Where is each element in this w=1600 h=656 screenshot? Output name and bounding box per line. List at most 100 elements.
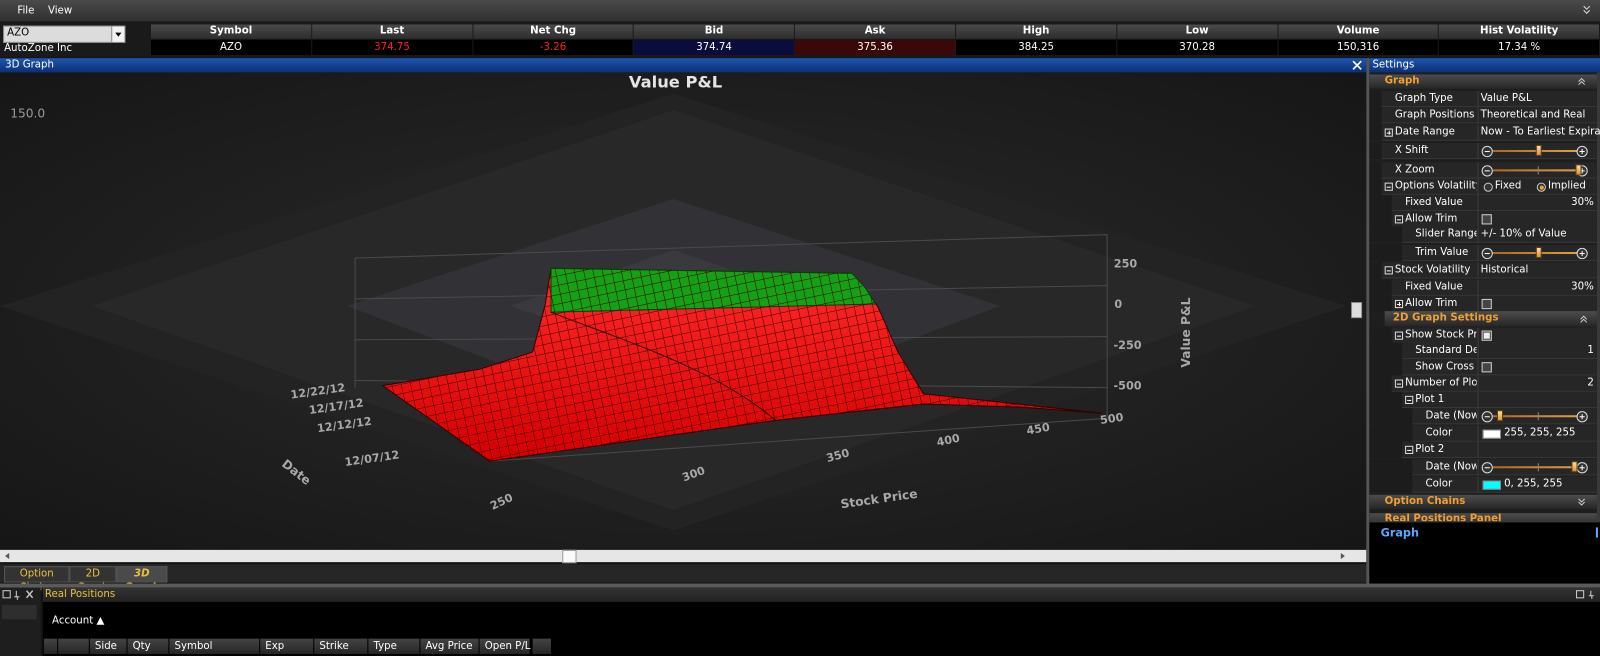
menu-view[interactable]: View	[47, 5, 73, 17]
settings-header: Settings	[1369, 58, 1600, 73]
dock-icons[interactable]	[0, 588, 41, 604]
column-header[interactable]	[58, 638, 89, 654]
symbol-input[interactable]: AZO	[3, 25, 126, 43]
dock-tab[interactable]	[2, 604, 37, 620]
section-2d[interactable]: 2D Graph Settings	[1384, 311, 1597, 327]
radio[interactable]	[1483, 182, 1493, 192]
slider-track[interactable]	[1492, 466, 1583, 469]
slider-track[interactable]	[1492, 169, 1583, 172]
color-swatch[interactable]	[1482, 429, 1502, 439]
expander[interactable]	[1394, 215, 1404, 224]
expander[interactable]	[1394, 299, 1404, 309]
column-header[interactable]	[314, 638, 368, 654]
slider-thumb[interactable]	[1571, 461, 1578, 473]
checkbox[interactable]	[1481, 362, 1492, 373]
setting-row: Date (Now -	[1369, 408, 1597, 425]
splitter[interactable]	[1366, 58, 1370, 584]
graph-title: Value P&L	[629, 73, 722, 92]
setting-value[interactable]: 1	[1587, 344, 1594, 357]
checkbox[interactable]	[1481, 214, 1492, 225]
slider-tick	[1537, 412, 1539, 421]
expander[interactable]	[1405, 395, 1414, 404]
scroll-right[interactable]	[1339, 552, 1347, 560]
scroll-thumb[interactable]	[562, 549, 577, 564]
settings-title: Settings	[1372, 59, 1415, 71]
row-gutter	[1369, 194, 1392, 212]
expander[interactable]	[1394, 379, 1404, 388]
slider-track[interactable]	[1492, 415, 1583, 418]
horizontal-scrollbar[interactable]	[0, 549, 1367, 564]
quote-value: 17.34 %	[1439, 39, 1600, 56]
tab[interactable]: 3D Graph	[116, 566, 168, 594]
setting-value[interactable]: 30%	[1571, 196, 1594, 209]
setting-value[interactable]: 2	[1587, 377, 1594, 389]
row-gutter	[1369, 178, 1382, 195]
radio[interactable]	[1536, 182, 1546, 192]
scroll-left[interactable]	[3, 552, 11, 560]
setting-row: Standard Devia 1	[1369, 342, 1597, 360]
setting-label: Color	[1425, 478, 1453, 490]
color-swatch[interactable]	[1482, 480, 1502, 490]
checkbox[interactable]	[1481, 330, 1492, 341]
bottom-splitter[interactable]	[0, 583, 1600, 588]
column-label: Side	[94, 640, 117, 652]
column-header[interactable]	[260, 638, 314, 654]
quote-header: Volume	[1278, 24, 1439, 39]
row-gutter	[1369, 211, 1392, 228]
slider-thumb[interactable]	[1535, 144, 1542, 157]
setting-value[interactable]: Theoretical and Real	[1480, 109, 1586, 121]
expander[interactable]	[1384, 128, 1393, 137]
slider-minus[interactable]	[1481, 165, 1493, 177]
slider-minus[interactable]	[1481, 247, 1493, 260]
expander[interactable]	[1384, 266, 1393, 275]
menu-file[interactable]: File	[17, 5, 35, 17]
setting-value[interactable]: +/- 10% of Value	[1480, 228, 1567, 240]
tab[interactable]: 2D Graph	[69, 566, 117, 594]
setting-value[interactable]: 30%	[1571, 281, 1594, 293]
menu-chevron[interactable]	[1582, 5, 1592, 15]
setting-value[interactable]: Value P&L	[1480, 92, 1532, 105]
expander-bar	[1388, 130, 1390, 135]
slider-plus[interactable]	[1576, 462, 1588, 474]
slider-thumb[interactable]	[1497, 410, 1504, 422]
column-header[interactable]	[420, 638, 479, 654]
column-divider	[1477, 327, 1479, 344]
close-button[interactable]	[1352, 60, 1362, 70]
vertical-scroll-thumb[interactable]	[1351, 301, 1363, 319]
column-header[interactable]	[368, 638, 420, 654]
setting-label: Slider Range	[1415, 228, 1477, 240]
column-header[interactable]	[127, 638, 169, 654]
settings-scrollbar[interactable]	[1596, 72, 1600, 522]
icon-bar	[1581, 250, 1583, 257]
slider-thumb[interactable]	[1575, 164, 1583, 176]
slider-minus[interactable]	[1481, 411, 1493, 423]
setting-value[interactable]: 0, 255, 255	[1504, 478, 1563, 490]
column-header[interactable]	[169, 638, 260, 654]
row-gutter	[1369, 342, 1403, 360]
tab[interactable]: Option Chains	[4, 566, 70, 594]
section-option-chains[interactable]: Option Chains	[1369, 494, 1597, 510]
column-divider	[1477, 194, 1479, 212]
setting-value[interactable]: Historical	[1480, 264, 1529, 276]
panel-icons[interactable]	[1575, 590, 1597, 600]
slider-minus[interactable]	[1481, 145, 1493, 158]
section-real-positions[interactable]: Real Positions Panel	[1369, 513, 1597, 522]
setting-value[interactable]: 255, 255, 255	[1504, 427, 1576, 439]
column-header[interactable]	[89, 638, 127, 654]
expander[interactable]	[1405, 445, 1414, 454]
symbol-dropdown[interactable]	[111, 26, 125, 42]
section-graph[interactable]: Graph	[1369, 74, 1597, 89]
slider-plus[interactable]	[1576, 411, 1588, 423]
expander[interactable]	[1384, 182, 1393, 191]
column-divider	[1477, 244, 1479, 262]
slider-plus[interactable]	[1576, 145, 1588, 158]
expander[interactable]	[1394, 331, 1404, 340]
slider-thumb[interactable]	[1535, 246, 1542, 259]
slider-plus[interactable]	[1576, 247, 1588, 260]
checkbox[interactable]	[1481, 298, 1492, 310]
column-header[interactable]	[479, 638, 530, 654]
slider-minus[interactable]	[1481, 462, 1493, 474]
column-header[interactable]	[43, 638, 58, 654]
group-by-account[interactable]: Account ▲	[52, 615, 105, 627]
setting-value[interactable]: Now - To Earliest Expiration	[1480, 126, 1600, 138]
